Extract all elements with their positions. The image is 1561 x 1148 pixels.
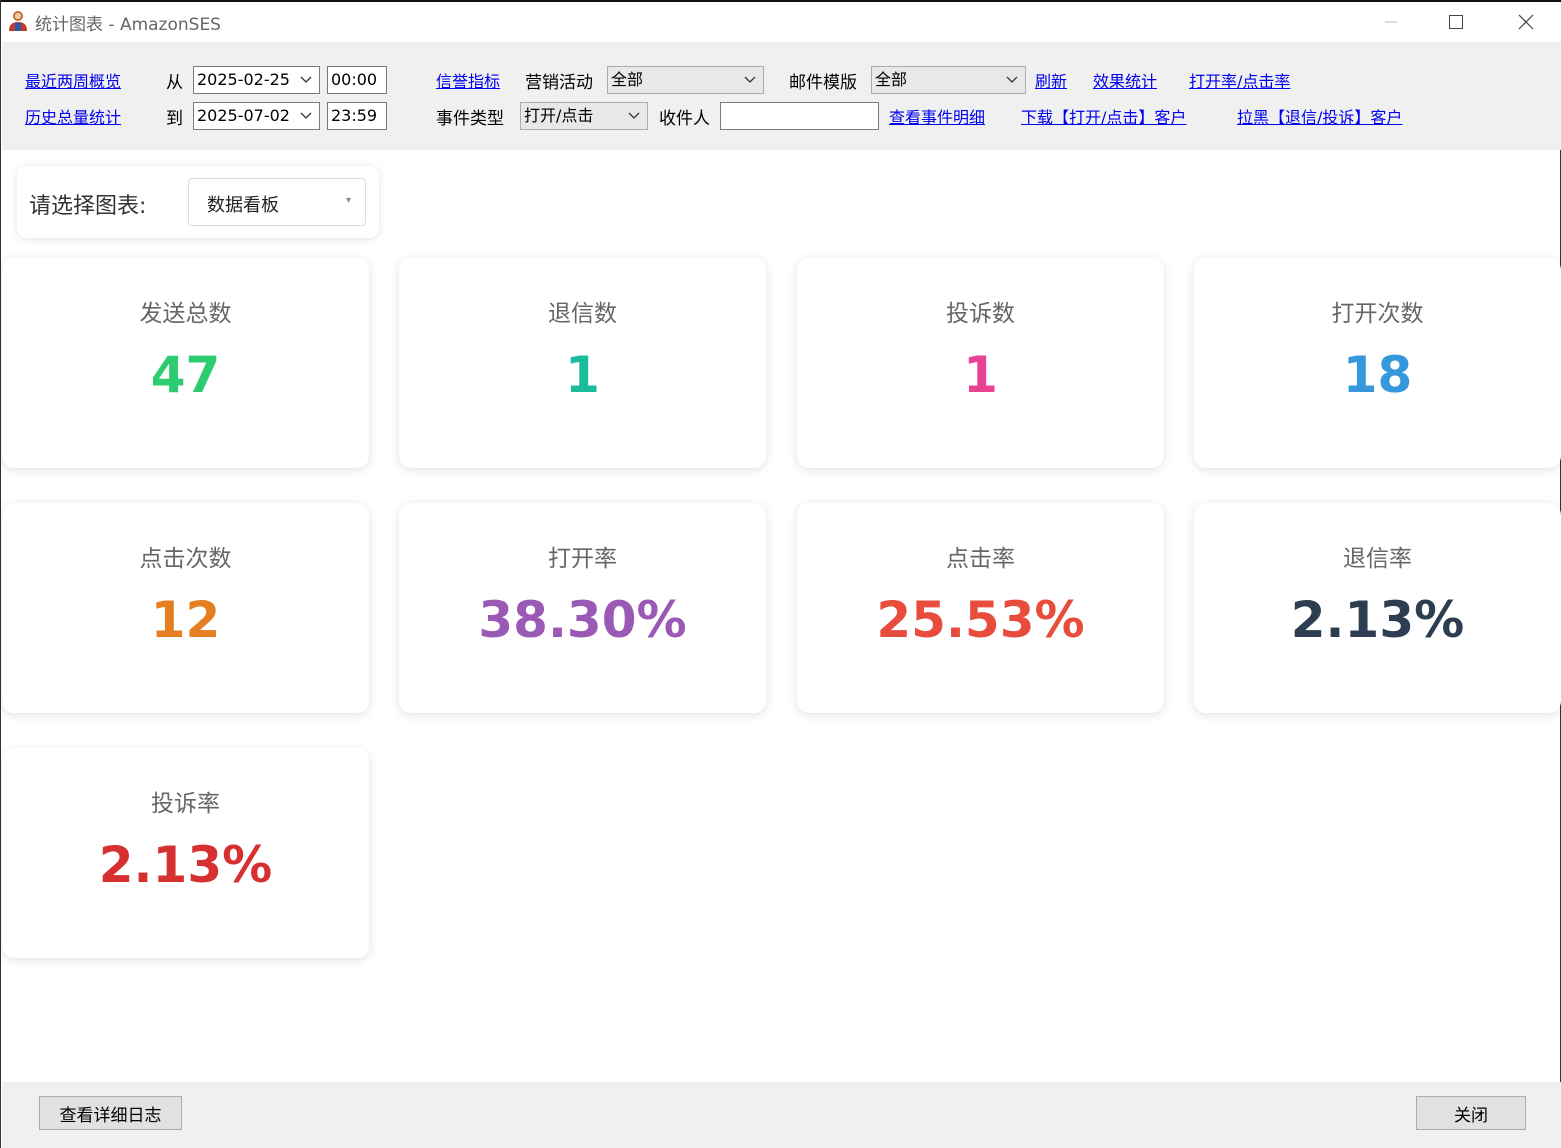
stat-card-bounce-rate: 退信率 2.13% xyxy=(1194,503,1561,713)
template-select[interactable]: 全部 xyxy=(871,66,1026,94)
stat-title: 打开次数 xyxy=(1331,301,1424,327)
stat-title: 退信率 xyxy=(1343,546,1412,572)
campaign-label: 营销活动 xyxy=(525,73,593,93)
minimize-button[interactable] xyxy=(1361,2,1421,42)
event-type-select[interactable]: 打开/点击 xyxy=(520,102,648,130)
chevron-down-icon xyxy=(741,67,759,93)
to-time-value: 23:59 xyxy=(331,106,378,125)
chart-selector-label: 请选择图表: xyxy=(29,194,147,219)
stat-title: 投诉率 xyxy=(151,791,220,817)
maximize-icon xyxy=(1449,15,1463,29)
chevron-down-icon xyxy=(625,103,643,129)
stat-title: 退信数 xyxy=(548,301,617,327)
stat-value: 2.13% xyxy=(1290,591,1465,649)
recipient-input[interactable] xyxy=(720,102,879,130)
stat-card-total-sent: 发送总数 47 xyxy=(2,258,369,468)
stat-value: 25.53% xyxy=(876,591,1085,649)
blacklist-bounce-complaint-customers-link[interactable]: 拉黑【退信/投诉】客户 xyxy=(1237,108,1403,127)
stat-value: 12 xyxy=(150,591,221,649)
chart-type-value: 数据看板 xyxy=(207,195,279,216)
caret-down-icon: ▾ xyxy=(345,195,351,206)
chevron-down-icon xyxy=(1003,67,1021,93)
filter-toolbar: 最近两周概览 从 2025-02-25 00:00 信誉指标 营销活动 全部 邮… xyxy=(2,42,1561,150)
to-date-value: 2025-07-02 xyxy=(197,106,290,125)
refresh-link[interactable]: 刷新 xyxy=(1035,72,1068,91)
minimize-icon xyxy=(1385,21,1397,23)
stat-value: 47 xyxy=(150,346,221,404)
chevron-down-icon xyxy=(297,103,315,129)
event-type-value: 打开/点击 xyxy=(524,106,594,125)
stat-card-bounces: 退信数 1 xyxy=(399,258,766,468)
stat-value: 2.13% xyxy=(98,836,273,894)
stat-card-complaints: 投诉数 1 xyxy=(797,258,1164,468)
chart-type-dropdown[interactable]: 数据看板 ▾ xyxy=(188,178,366,226)
chart-selector-panel: 请选择图表: 数据看板 ▾ xyxy=(17,166,379,238)
template-label: 邮件模版 xyxy=(789,73,857,93)
download-open-click-customers-link[interactable]: 下载【打开/点击】客户 xyxy=(1021,108,1187,127)
stat-title: 发送总数 xyxy=(139,301,232,327)
stat-card-opens: 打开次数 18 xyxy=(1194,258,1561,468)
to-date-picker[interactable]: 2025-07-02 xyxy=(193,102,320,130)
close-icon xyxy=(1518,14,1534,30)
stat-card-click-rate: 点击率 25.53% xyxy=(797,503,1164,713)
stat-value: 38.30% xyxy=(478,591,687,649)
recent-two-weeks-link[interactable]: 最近两周概览 xyxy=(25,72,122,91)
stat-value: 18 xyxy=(1342,346,1413,404)
stat-title: 点击率 xyxy=(946,546,1015,572)
view-event-details-link[interactable]: 查看事件明细 xyxy=(889,108,986,127)
title-bar: 统计图表 - AmazonSES xyxy=(1,2,1561,42)
history-total-link[interactable]: 历史总量统计 xyxy=(25,108,122,127)
footer-bar: 查看详细日志 关闭 xyxy=(2,1082,1561,1148)
reputation-metrics-link[interactable]: 信誉指标 xyxy=(436,72,501,91)
close-button[interactable]: 关闭 xyxy=(1416,1096,1526,1130)
chevron-down-icon xyxy=(297,67,315,93)
from-label: 从 xyxy=(166,73,183,93)
maximize-button[interactable] xyxy=(1426,2,1486,42)
stat-card-complaint-rate: 投诉率 2.13% xyxy=(2,748,369,958)
stat-card-clicks: 点击次数 12 xyxy=(2,503,369,713)
from-time-value: 00:00 xyxy=(331,70,378,89)
view-detailed-log-button[interactable]: 查看详细日志 xyxy=(39,1096,182,1130)
campaign-value: 全部 xyxy=(611,70,644,89)
stat-value: 1 xyxy=(565,346,600,404)
stat-card-open-rate: 打开率 38.30% xyxy=(399,503,766,713)
stat-title: 打开率 xyxy=(548,546,617,572)
to-time-input[interactable]: 23:59 xyxy=(327,102,387,130)
window-title: 统计图表 - AmazonSES xyxy=(35,15,221,35)
close-window-button[interactable] xyxy=(1496,2,1556,42)
user-avatar-icon xyxy=(7,10,29,32)
to-label: 到 xyxy=(166,109,183,129)
effect-stats-link[interactable]: 效果统计 xyxy=(1093,72,1158,91)
template-value: 全部 xyxy=(875,70,908,89)
recipient-label: 收件人 xyxy=(659,109,710,129)
from-date-value: 2025-02-25 xyxy=(197,70,290,89)
open-click-rate-link[interactable]: 打开率/点击率 xyxy=(1189,72,1291,91)
from-time-input[interactable]: 00:00 xyxy=(327,66,387,94)
campaign-select[interactable]: 全部 xyxy=(607,66,764,94)
stat-title: 投诉数 xyxy=(946,301,1015,327)
event-type-label: 事件类型 xyxy=(436,109,504,129)
top-border xyxy=(1,0,1561,2)
from-date-picker[interactable]: 2025-02-25 xyxy=(193,66,320,94)
stat-title: 点击次数 xyxy=(139,546,232,572)
stat-value: 1 xyxy=(963,346,998,404)
